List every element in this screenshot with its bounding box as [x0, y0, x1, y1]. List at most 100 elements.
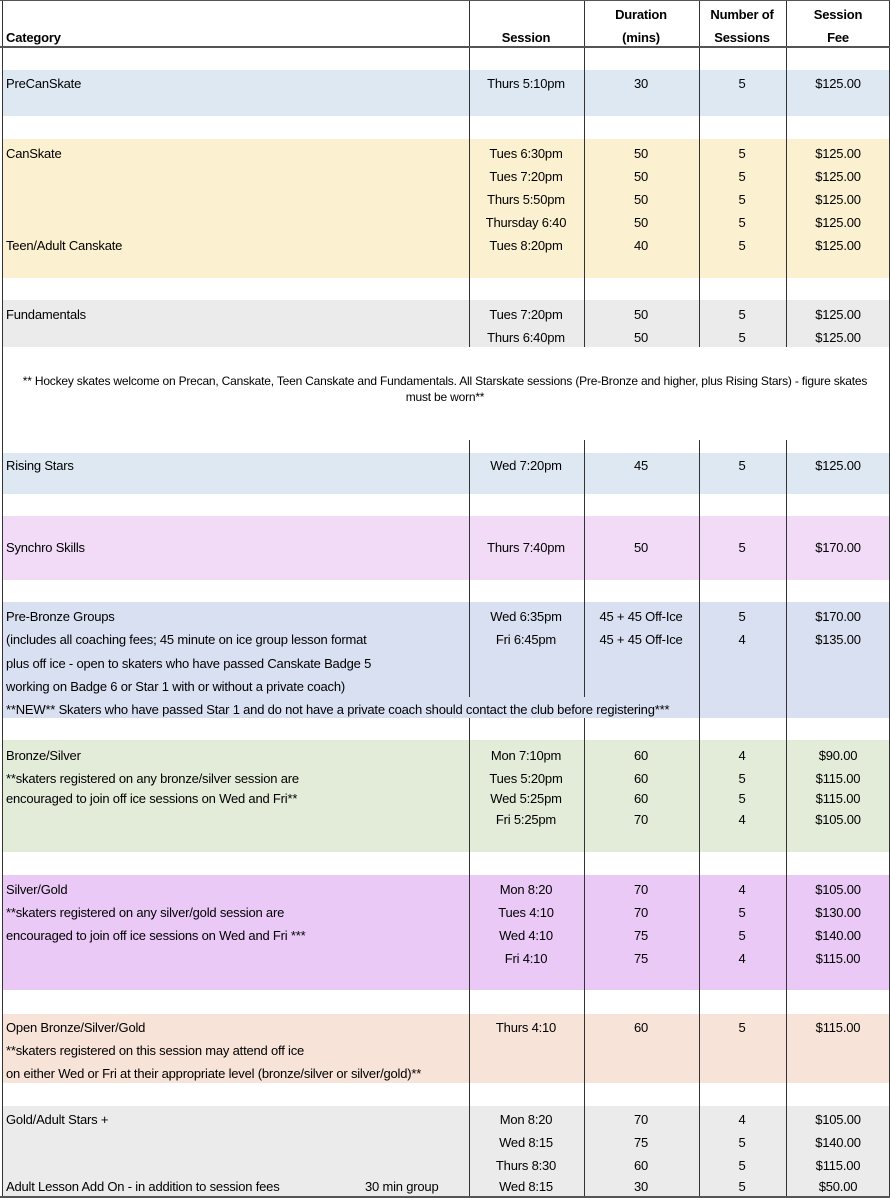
sessions-cell: 4: [738, 632, 746, 647]
category-cell: Fundamentals: [6, 307, 86, 322]
fee-cell: $125.00: [815, 238, 861, 253]
category-cell: Open Bronze/Silver/Gold: [6, 1020, 146, 1035]
session-cell: Tues 7:20pm: [489, 169, 563, 184]
sessions-cell: 5: [738, 905, 746, 920]
session-cell: Fri 4:10: [504, 951, 548, 966]
sessions-cell: 5: [738, 1179, 746, 1194]
sessions-cell: 5: [738, 458, 746, 473]
fee-cell: $130.00: [815, 905, 861, 920]
category-cell: **skaters registered on any silver/gold …: [6, 905, 285, 920]
duration-cell: 50: [633, 169, 649, 184]
fee-cell: $125.00: [815, 169, 861, 184]
category-cell: plus off ice - open to skaters who have …: [6, 656, 372, 671]
sessions-cell: 5: [738, 146, 746, 161]
header-fee-1: Session: [813, 7, 863, 22]
header-category: Category: [6, 30, 61, 45]
duration-cell: 50: [633, 146, 649, 161]
section-band: [2, 602, 889, 718]
fee-cell: $115.00: [815, 1020, 861, 1035]
fee-cell: $140.00: [815, 1135, 861, 1150]
duration-cell: 45: [633, 458, 649, 473]
header-number-1: Number of: [710, 7, 774, 22]
sessions-cell: 4: [738, 951, 746, 966]
session-cell: Fri 5:25pm: [495, 812, 557, 827]
sessions-cell: 4: [738, 748, 746, 763]
column-divider: [786, 0, 787, 347]
session-cell: Mon 8:20: [499, 882, 553, 897]
section-band: [2, 516, 889, 580]
sessions-cell: 5: [738, 791, 746, 806]
header-duration-2: (mins): [622, 30, 660, 45]
category-cell: **NEW** Skaters who have passed Star 1 a…: [6, 702, 670, 717]
session-cell: Wed 4:10: [499, 928, 553, 943]
fee-cell: $115.00: [815, 1158, 861, 1173]
session-cell: Wed 5:25pm: [490, 791, 562, 806]
session-cell: Thurs 8:30: [495, 1158, 557, 1173]
column-divider: [786, 440, 787, 1196]
category-cell: Rising Stars: [6, 458, 74, 473]
fee-cell: $105.00: [815, 812, 861, 827]
duration-cell: 60: [633, 791, 649, 806]
fee-cell: $140.00: [815, 928, 861, 943]
sessions-cell: 5: [738, 307, 746, 322]
category-extra-cell: 30 min group: [365, 1179, 439, 1194]
session-cell: Fri 6:45pm: [495, 632, 557, 647]
session-cell: Thurs 7:40pm: [487, 540, 565, 555]
duration-cell: 70: [633, 882, 649, 897]
section-band: [2, 1014, 889, 1083]
session-cell: Mon 8:20: [499, 1112, 553, 1127]
fee-cell: $135.00: [815, 632, 861, 647]
column-divider: [584, 718, 585, 1196]
duration-cell: 75: [633, 951, 649, 966]
sessions-cell: 4: [738, 812, 746, 827]
fee-cell: $125.00: [815, 76, 861, 91]
fee-cell: $125.00: [815, 330, 861, 345]
sessions-cell: 4: [738, 1112, 746, 1127]
duration-cell: 60: [633, 748, 649, 763]
sessions-cell: 5: [738, 771, 746, 786]
column-divider: [2, 0, 3, 1196]
header-session: Session: [501, 30, 551, 45]
column-divider: [584, 440, 585, 697]
session-cell: Thurs 6:40pm: [487, 330, 565, 345]
bottom-border: [0, 1196, 890, 1198]
duration-cell: 70: [633, 812, 649, 827]
header-number-2: Sessions: [714, 30, 770, 45]
session-cell: Thurs 4:10: [495, 1020, 557, 1035]
fee-cell: $170.00: [815, 609, 861, 624]
session-cell: Wed 7:20pm: [490, 458, 562, 473]
duration-cell: 45 + 45 Off-Ice: [599, 609, 683, 624]
duration-cell: 30: [633, 76, 649, 91]
sessions-cell: 5: [738, 1158, 746, 1173]
column-divider: [469, 718, 470, 1196]
session-cell: Tues 8:20pm: [489, 238, 563, 253]
session-cell: Tues 4:10: [498, 905, 554, 920]
category-cell: **skaters registered on any bronze/silve…: [6, 771, 299, 786]
sessions-cell: 5: [738, 238, 746, 253]
duration-cell: 50: [633, 307, 649, 322]
fee-cell: $125.00: [815, 215, 861, 230]
skate-type-note: ** Hockey skates welcome on Precan, Cans…: [22, 374, 868, 404]
category-cell: Silver/Gold: [6, 882, 68, 897]
column-divider: [584, 0, 585, 347]
duration-cell: 50: [633, 330, 649, 345]
column-divider: [699, 0, 700, 347]
column-divider: [469, 0, 470, 347]
section-band: [2, 70, 889, 116]
duration-cell: 50: [633, 540, 649, 555]
session-cell: Mon 7:10pm: [490, 748, 562, 763]
section-band: [2, 1106, 889, 1196]
section-band: [2, 139, 889, 278]
category-cell: encouraged to join off ice sessions on W…: [6, 928, 306, 943]
category-cell: CanSkate: [6, 146, 62, 161]
category-cell: Pre-Bronze Groups: [6, 609, 115, 624]
session-cell: Thurs 5:50pm: [487, 192, 565, 207]
session-cell: Tues 7:20pm: [489, 307, 563, 322]
category-cell: Gold/Adult Stars +: [6, 1112, 109, 1127]
duration-cell: 60: [633, 1020, 649, 1035]
fee-cell: $90.00: [818, 748, 858, 763]
duration-cell: 50: [633, 215, 649, 230]
fee-cell: $115.00: [815, 791, 861, 806]
fee-cell: $115.00: [815, 951, 861, 966]
